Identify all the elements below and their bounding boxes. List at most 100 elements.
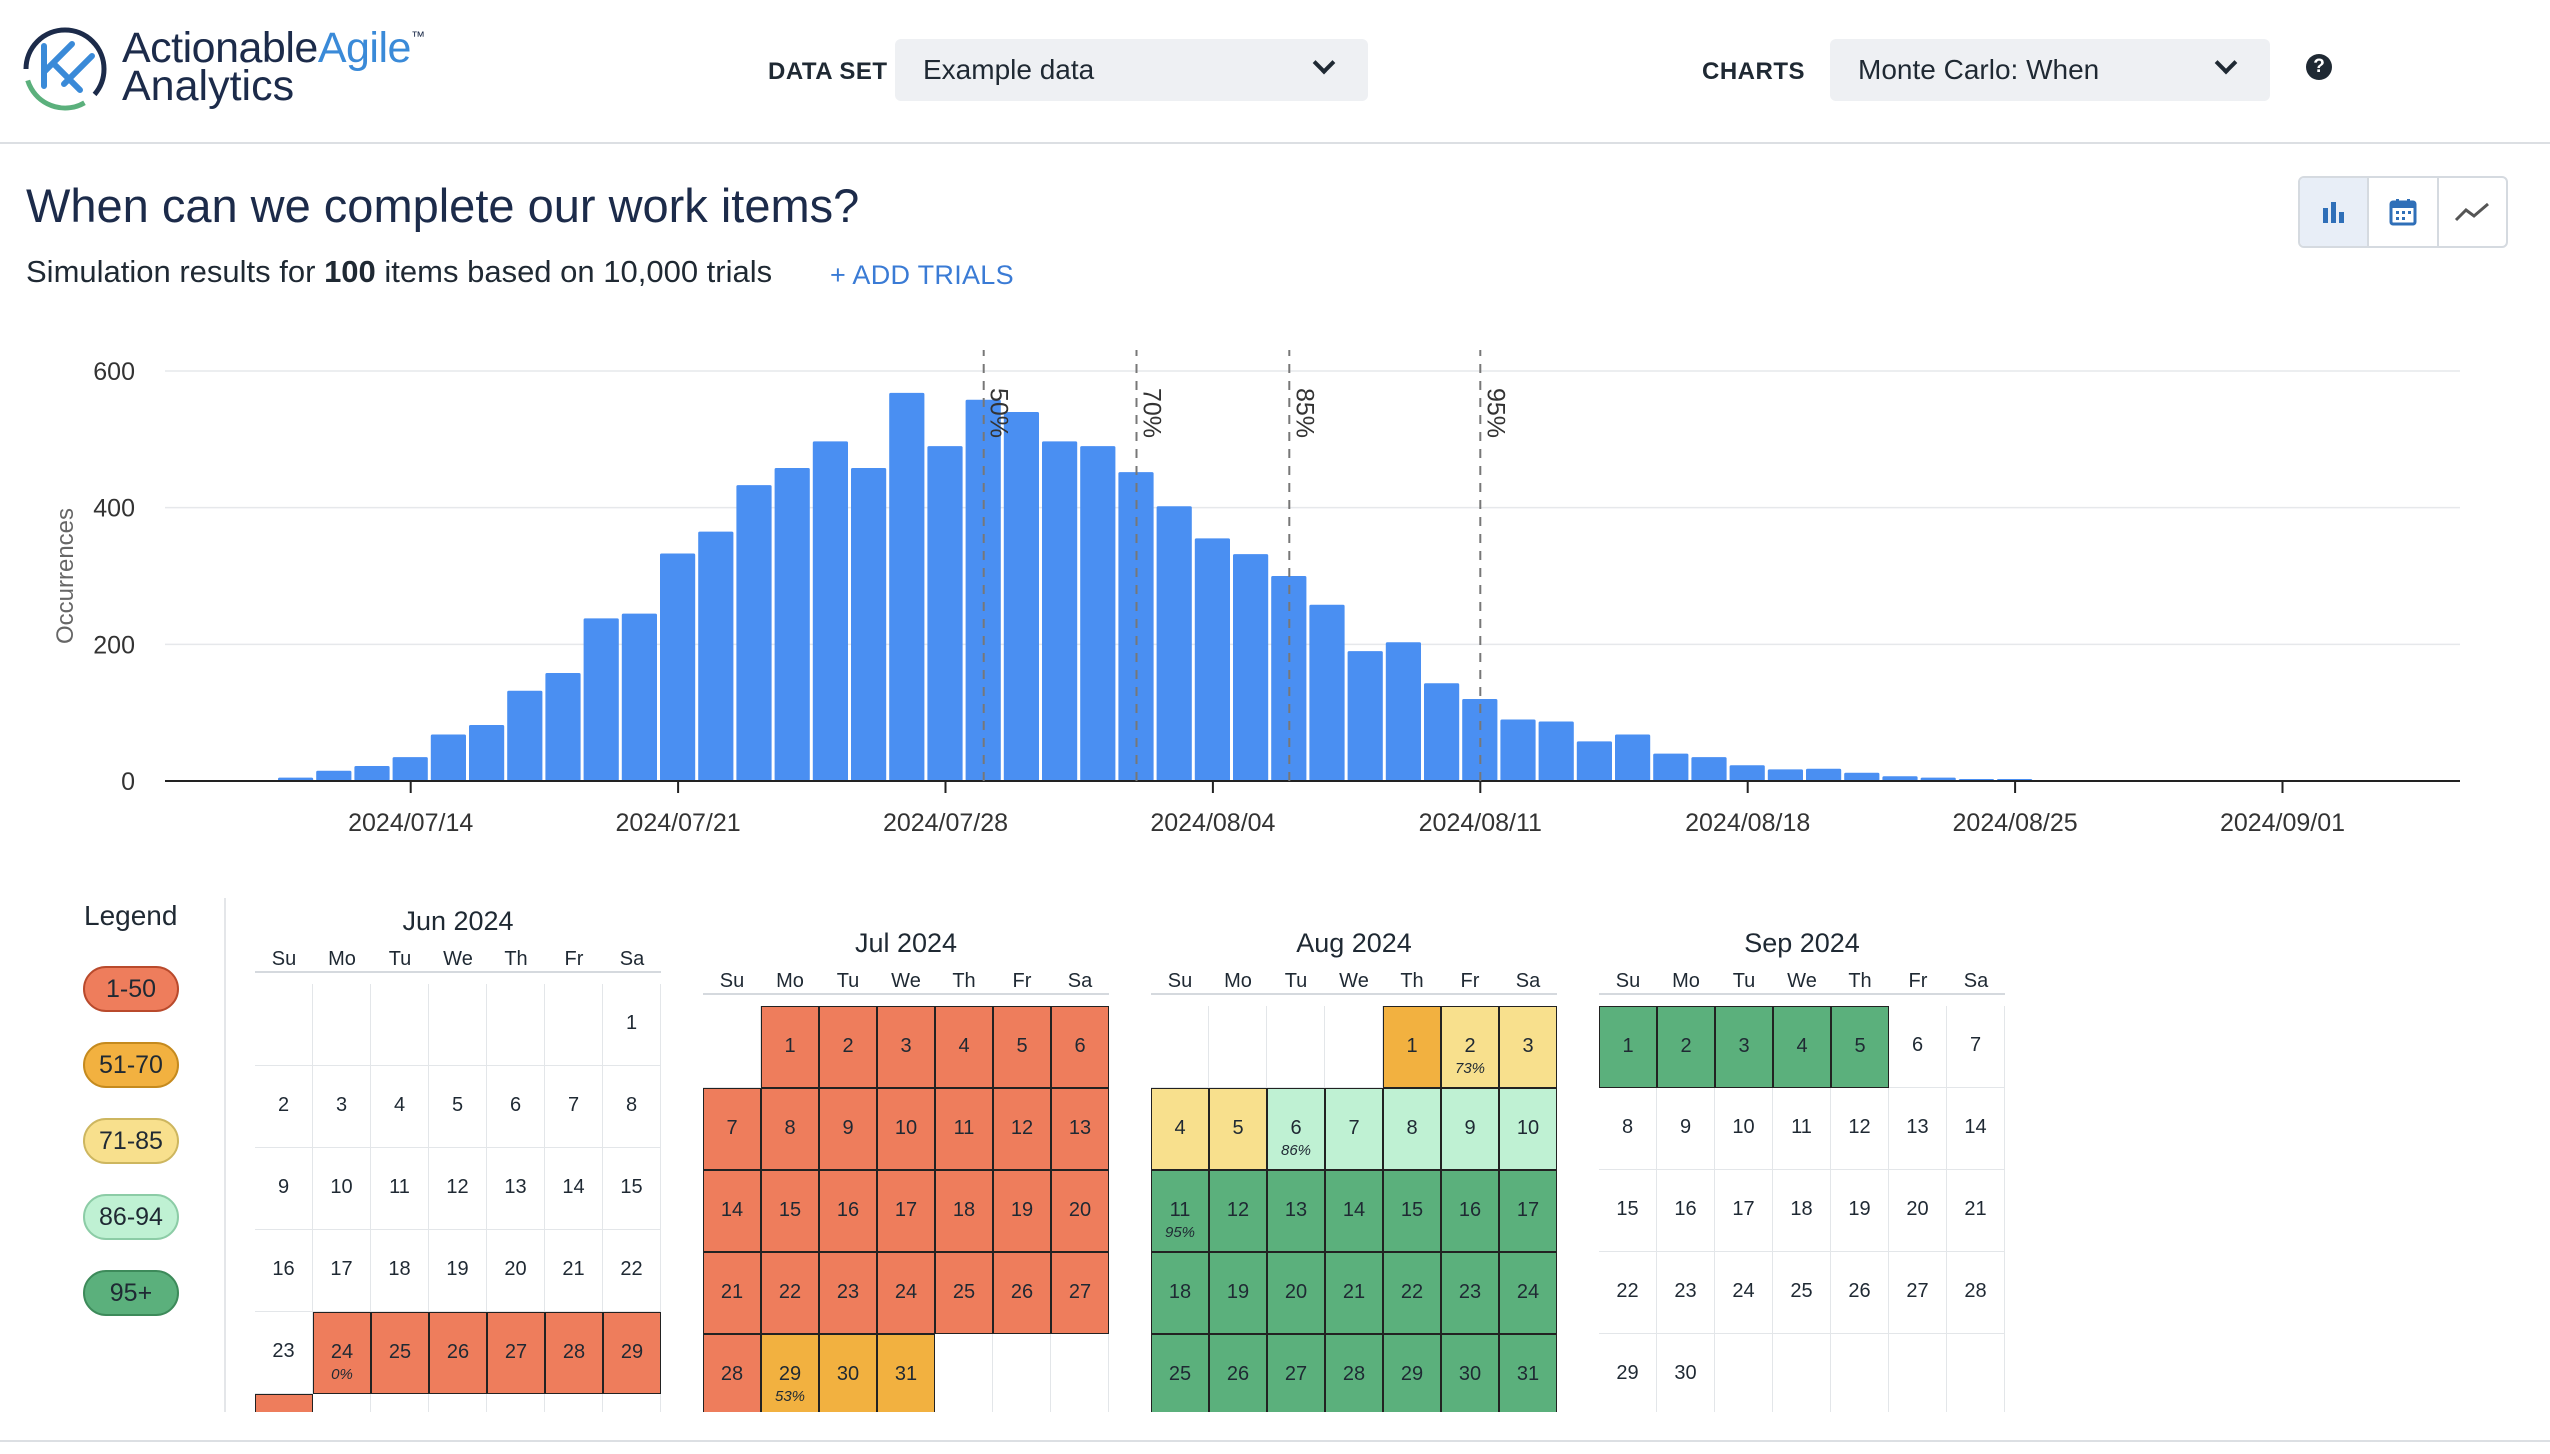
calendar-empty-day	[429, 984, 487, 1066]
histogram-bar	[1309, 604, 1345, 781]
histogram-bar	[812, 441, 848, 781]
legend-divider	[224, 898, 226, 1412]
dataset-select[interactable]: Example data	[895, 39, 1368, 101]
calendar-empty-day	[1947, 1334, 2005, 1412]
calendar-day: 15	[1383, 1170, 1441, 1252]
calendar-day: 6	[1889, 1006, 1947, 1088]
legend-title: Legend	[84, 900, 178, 931]
calendar-day: 21	[1325, 1252, 1383, 1334]
x-tick-label: 2024/08/18	[1685, 809, 1810, 837]
calendar-day: 9	[819, 1088, 877, 1170]
legend-item: 1-50	[83, 966, 179, 1012]
x-tick-label: 2024/07/21	[616, 809, 741, 837]
histogram-bar	[316, 770, 352, 781]
view-toggle	[2298, 176, 2508, 248]
dataset-value: Example data	[923, 54, 1095, 85]
calendar-day: 7	[1325, 1088, 1383, 1170]
calendar-day: 24 0%	[313, 1312, 371, 1394]
calendar-day: 14	[1325, 1170, 1383, 1252]
help-icon[interactable]: ?	[2306, 54, 2332, 80]
weekday-label: We	[1787, 970, 1817, 992]
calendar-day: 17	[877, 1170, 935, 1252]
calendar-grid: 1 2 3 4 5 6 7 8 9 10 11 12 13 14 15 16 17 18 19 20 21 22 23 24 0…	[255, 984, 661, 1412]
calendar-day: 26	[993, 1252, 1051, 1334]
calendar-day: 16	[819, 1170, 877, 1252]
histogram-bar	[1500, 719, 1536, 781]
calendar-day: 9	[255, 1148, 313, 1230]
calendar-empty-day	[371, 984, 429, 1066]
calendar-day: 8	[1599, 1088, 1657, 1170]
calendar-day: 6	[487, 1066, 545, 1148]
calendar-weekday-header: Su Mo Tu We Th Fr Sa	[1151, 970, 1557, 995]
percentile-marker: 86%	[1280, 1142, 1312, 1159]
calendar-day: 22	[1383, 1252, 1441, 1334]
calendar-empty-day	[429, 1394, 487, 1412]
calendar-weekday-header: Su Mo Tu We Th Fr Sa	[255, 948, 661, 973]
calendar-day: 7	[1947, 1006, 2005, 1088]
calendar-day: 1	[603, 984, 661, 1066]
calendar-day: 30	[1441, 1334, 1499, 1412]
weekday-label: Fr	[1012, 970, 1032, 992]
top-bar: ActionableAgile™ Analytics DATA SET Exam…	[0, 0, 2550, 144]
y-tick-label: 400	[93, 495, 135, 523]
x-tick-label: 2024/08/04	[1150, 809, 1275, 837]
y-tick-label: 600	[93, 358, 135, 386]
subtitle: Simulation results for 100 items based o…	[26, 254, 773, 289]
histogram-bar	[430, 734, 466, 781]
calendar-day: 11	[371, 1148, 429, 1230]
bar-chart-view-button[interactable]	[2300, 178, 2370, 246]
logo-icon	[23, 27, 107, 111]
calendar-day: 26	[1209, 1334, 1267, 1412]
line-chart-view-button[interactable]	[2439, 178, 2506, 246]
calendar-day: 1	[1599, 1006, 1657, 1088]
histogram-bar	[392, 757, 428, 781]
calendar-view-button[interactable]	[2369, 178, 2439, 246]
calendar-day: 20	[487, 1230, 545, 1312]
calendar-day: 12	[1209, 1170, 1267, 1252]
weekday-label: Mo	[776, 970, 804, 992]
histogram-bar	[1042, 441, 1078, 781]
calendar-day: 28	[703, 1334, 761, 1412]
legend-item: 86-94	[83, 1194, 179, 1240]
weekday-label: Mo	[1672, 970, 1700, 992]
calendar-day: 7	[703, 1088, 761, 1170]
calendar-day: 12	[993, 1088, 1051, 1170]
calendar-day: 17	[1499, 1170, 1557, 1252]
calendar-day: 8	[1383, 1088, 1441, 1170]
calendar-day: 11	[1773, 1088, 1831, 1170]
calendar-day: 3	[877, 1006, 935, 1088]
calendar-day: 12	[1831, 1088, 1889, 1170]
calendar-day: 29	[1383, 1334, 1441, 1412]
calendar-empty-day	[993, 1334, 1051, 1412]
calendar-day: 30	[819, 1334, 877, 1412]
calendar-day: 31	[1499, 1334, 1557, 1412]
logo-wordmark-line2: Analytics	[122, 62, 295, 110]
calendar-day: 11	[935, 1088, 993, 1170]
calendar-day: 9	[1657, 1088, 1715, 1170]
histogram-bar	[1233, 554, 1269, 781]
calendar-day: 5	[1209, 1088, 1267, 1170]
add-trials-button[interactable]: + ADD TRIALS	[830, 260, 1014, 290]
weekday-label: Fr	[1460, 970, 1480, 992]
calendar-month-title: Jul 2024	[854, 928, 958, 958]
weekday-label: Tu	[1732, 970, 1756, 992]
calendar-empty-day	[603, 1394, 661, 1412]
charts-value: Monte Carlo: When	[1858, 54, 2100, 85]
calendar-day: 27	[1051, 1252, 1109, 1334]
histogram-bar	[1156, 506, 1192, 781]
calendar-day: 26	[1831, 1252, 1889, 1334]
calendar-day: 21	[1947, 1170, 2005, 1252]
charts-select[interactable]: Monte Carlo: When	[1830, 39, 2270, 101]
calendar-day: 5	[1831, 1006, 1889, 1088]
calendar-empty-day	[1051, 1334, 1109, 1412]
calendar-day: 2 73%	[1441, 1006, 1499, 1088]
calendar-day: 17	[1715, 1170, 1773, 1252]
x-tick-label: 2024/07/28	[883, 809, 1008, 837]
calendar-month-title: Jun 2024	[402, 906, 514, 936]
calendar-day: 29	[1599, 1334, 1657, 1412]
histogram-bar	[1003, 412, 1039, 781]
calendar-day: 13	[1889, 1088, 1947, 1170]
x-tick-label: 2024/08/11	[1419, 809, 1542, 837]
calendar-day: 30	[1657, 1334, 1715, 1412]
calendar-day: 19	[993, 1170, 1051, 1252]
